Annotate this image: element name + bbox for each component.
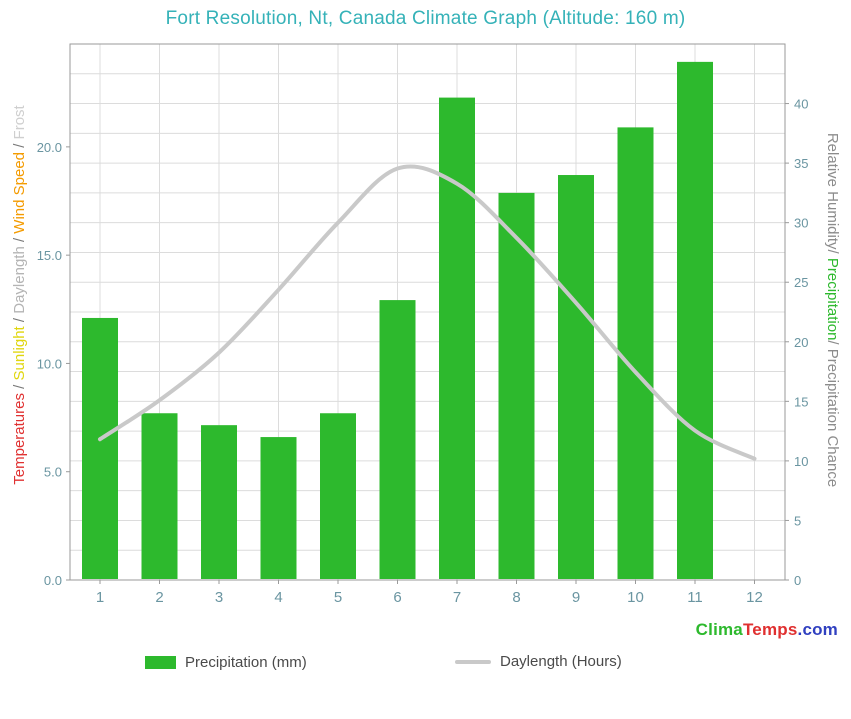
- precipitation-bar-month-11: [677, 61, 713, 580]
- logo-segment-2: .com: [797, 620, 838, 639]
- precipitation-bar-month-8: [498, 192, 535, 579]
- right-axis-tick-label: 30: [794, 216, 808, 231]
- x-axis-tick-label: 1: [96, 589, 104, 606]
- x-axis-tick-label: 9: [572, 589, 580, 606]
- right-axis-tick-label: 40: [794, 97, 808, 112]
- x-axis-tick-label: 11: [687, 589, 703, 606]
- precipitation-bar-month-7: [439, 97, 475, 579]
- right-axis-tick-label: 5: [794, 513, 801, 528]
- precipitation-bar-month-1: [82, 317, 118, 579]
- x-axis-tick-label: 7: [453, 589, 461, 606]
- legend-item-precipitation: Precipitation (mm): [145, 654, 307, 671]
- logo-segment-0: Clima: [695, 620, 743, 639]
- climatemps-logo[interactable]: ClimaTemps.com: [696, 620, 838, 640]
- right-axis-tick-label: 35: [794, 156, 808, 171]
- right-axis-tick-label: 20: [794, 335, 808, 350]
- left-axis-tick-label: 5.0: [44, 465, 62, 480]
- precipitation-bar-month-5: [320, 413, 356, 579]
- left-axis-tick-label: 15.0: [37, 248, 62, 263]
- daylength-line: [98, 164, 757, 461]
- precipitation-swatch-icon: [145, 656, 176, 669]
- legend-item-daylength: Daylength (Hours): [455, 653, 622, 670]
- x-axis-tick-label: 2: [155, 589, 163, 606]
- precipitation-bar-month-4: [260, 437, 297, 579]
- right-axis-tick-label: 25: [794, 275, 808, 290]
- right-axis-tick-label: 0: [794, 573, 801, 588]
- precipitation-bar-month-2: [141, 413, 178, 579]
- precipitation-bar-month-3: [201, 425, 237, 579]
- plot-border: [69, 43, 786, 581]
- legend-label-daylength: Daylength (Hours): [500, 653, 622, 670]
- x-axis-tick-label: 3: [215, 589, 223, 606]
- daylength-swatch-icon: [455, 659, 491, 664]
- x-axis-tick-label: 10: [627, 589, 644, 606]
- x-axis-tick-label: 5: [334, 589, 342, 606]
- x-axis-tick-label: 8: [512, 589, 520, 606]
- left-axis-tick-label: 20.0: [37, 140, 62, 155]
- x-axis-tick-label: 12: [746, 589, 763, 606]
- left-axis-tick-label: 10.0: [37, 356, 62, 371]
- precipitation-bar-month-10: [617, 127, 654, 579]
- logo-segment-1: Temps: [742, 620, 798, 639]
- precipitation-bar-month-6: [379, 300, 416, 579]
- chart-title: Fort Resolution, Nt, Canada Climate Grap…: [165, 8, 686, 29]
- right-axis-tick-label: 15: [794, 394, 808, 409]
- x-axis-tick-label: 6: [393, 589, 401, 606]
- precipitation-bar-month-9: [558, 175, 594, 579]
- right-axis-tick-label: 10: [794, 454, 808, 469]
- left-axis-tick-label: 0.0: [44, 573, 62, 588]
- legend-label-precipitation: Precipitation (mm): [185, 654, 307, 671]
- x-axis-tick-label: 4: [274, 589, 282, 606]
